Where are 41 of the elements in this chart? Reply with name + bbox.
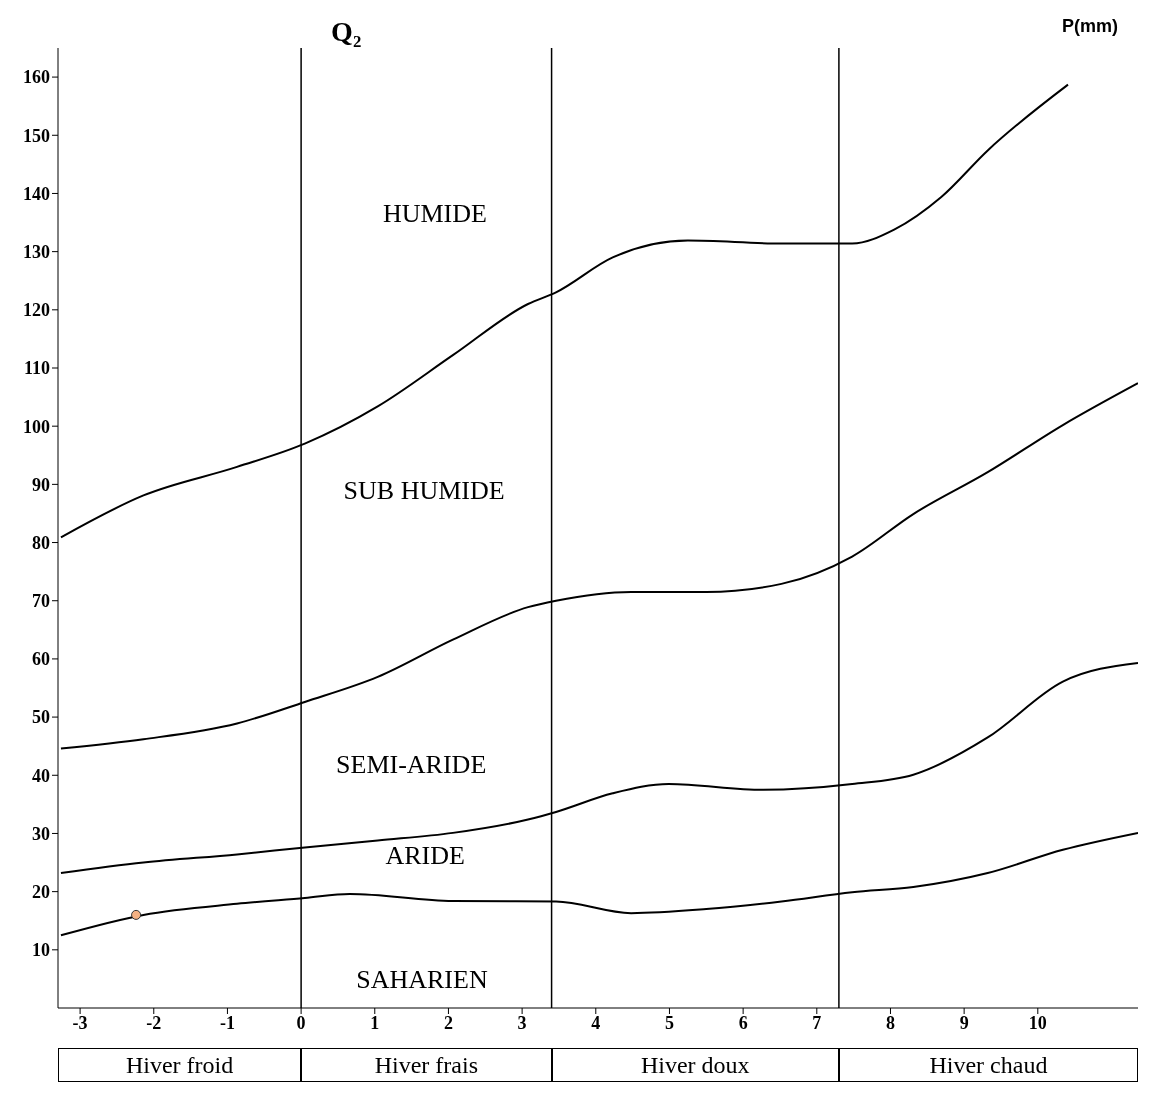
annotation: SEMI-ARIDE [336,750,487,781]
x-tick-label: -1 [219,1012,235,1033]
x-tick-label: -2 [146,1012,162,1033]
y-tick-label: 50 [32,707,50,728]
x-tick-label: -3 [72,1012,88,1033]
x-tick-label: 3 [517,1012,527,1033]
y-tick-label: 160 [23,67,50,88]
annotation: ARIDE [385,841,465,872]
y-tick-label: 140 [23,183,50,204]
y-axis-title: Q₂ [331,16,362,48]
x-tick-label: 1 [370,1012,380,1033]
y-tick-label: 60 [32,649,50,670]
annotation: SAHARIEN [356,965,488,996]
x-tick-label: 2 [443,1012,453,1033]
y-tick-label: 40 [32,765,50,786]
y-tick-label: 20 [32,882,50,903]
annotation: SUB HUMIDE [343,475,505,506]
text: Hiver frais [301,1048,552,1082]
x-tick-label: 6 [738,1012,748,1033]
annotation: HUMIDE [382,199,487,230]
text: P(mm) [1061,16,1118,37]
x-tick-label: 4 [591,1012,601,1033]
text: Hiver chaud [838,1048,1138,1082]
x-tick-label: 8 [885,1012,895,1033]
text: Hiver froid [58,1048,302,1082]
y-tick-label: 30 [32,823,50,844]
x-tick-label: 7 [812,1012,822,1033]
y-tick-label: 110 [23,358,50,379]
y-tick-label: 150 [23,125,50,146]
y-tick-label: 90 [32,474,50,495]
y-tick-label: 120 [23,300,50,321]
y-tick-label: 130 [23,242,50,263]
y-tick-label: 80 [32,532,50,553]
y-tick-label: 70 [32,591,50,612]
y-tick-label: 10 [32,940,50,961]
x-tick-label: 9 [959,1012,969,1033]
y-tick-label: 100 [23,416,50,437]
text: Hiver doux [551,1048,839,1082]
x-tick-label: 5 [664,1012,674,1033]
x-tick-label: 10 [1028,1012,1047,1033]
x-tick-label: 0 [296,1012,306,1033]
